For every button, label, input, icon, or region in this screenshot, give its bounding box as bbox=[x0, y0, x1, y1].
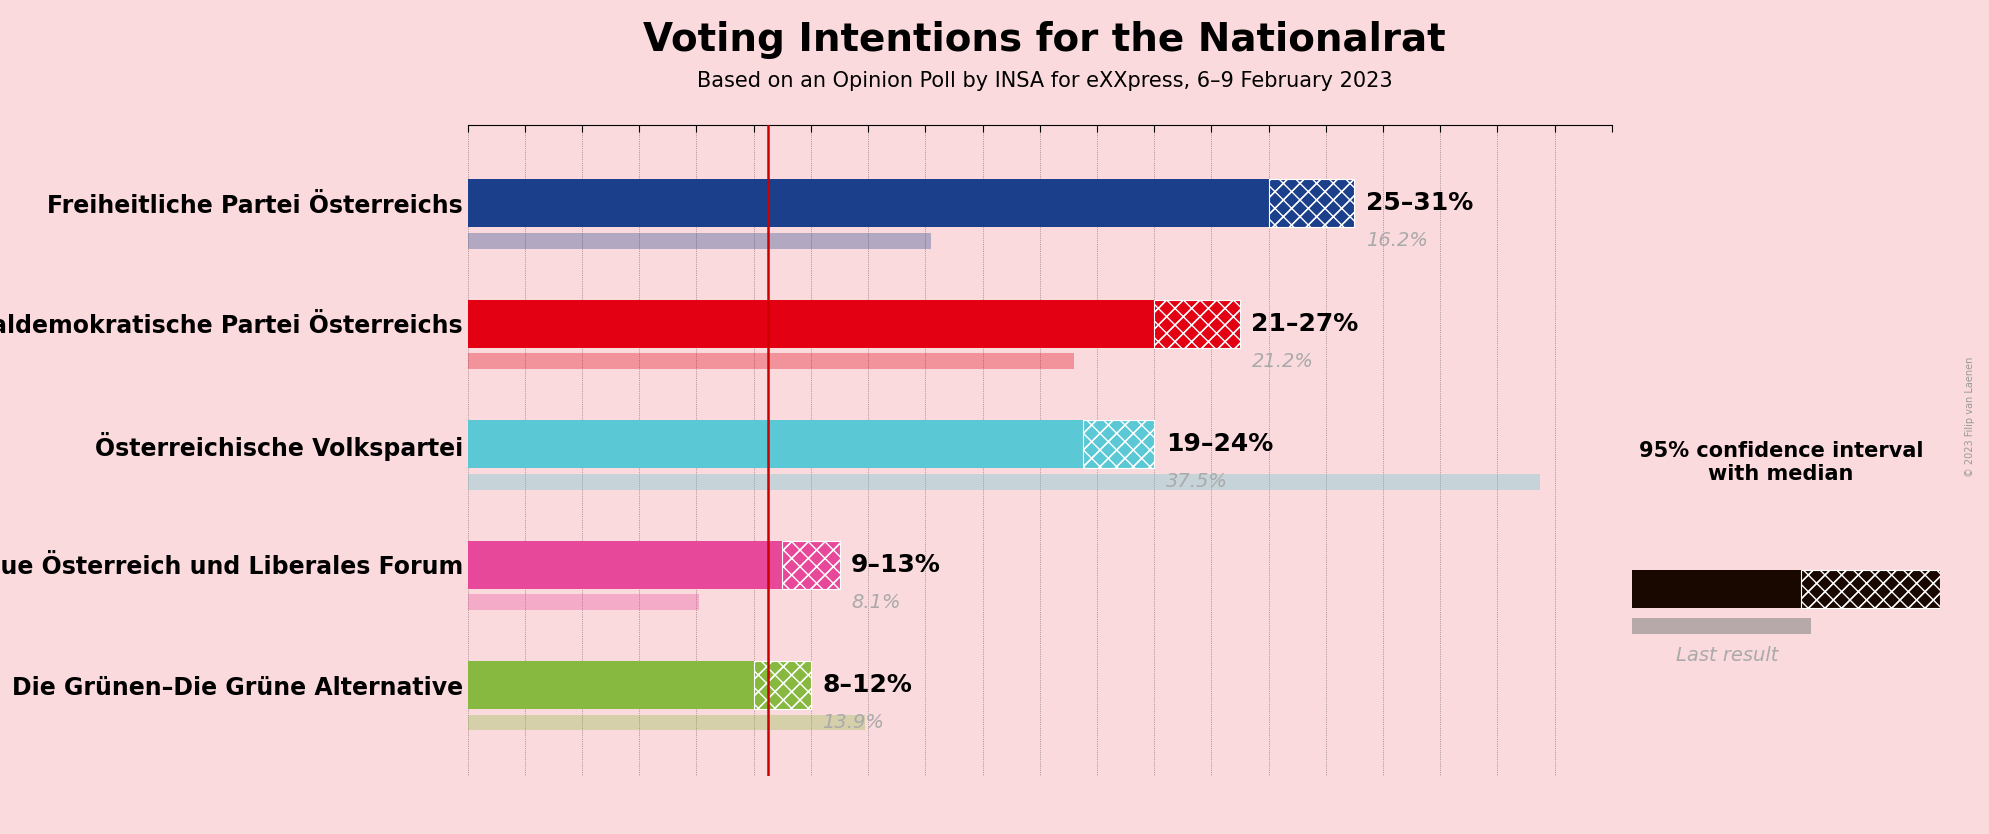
Text: 13.9%: 13.9% bbox=[821, 713, 883, 732]
Bar bbox=[1269, 179, 1355, 228]
Bar bbox=[1154, 299, 1239, 348]
Bar bbox=[1800, 570, 1939, 607]
Text: © 2023 Filip van Laenen: © 2023 Filip van Laenen bbox=[1963, 357, 1975, 477]
Bar bbox=[1800, 570, 1939, 607]
Bar bbox=[1082, 420, 1154, 469]
Bar bbox=[467, 354, 1074, 369]
Text: 9–13%: 9–13% bbox=[851, 553, 941, 577]
Bar bbox=[467, 299, 1154, 348]
Bar bbox=[467, 661, 754, 710]
Text: 95% confidence interval
with median: 95% confidence interval with median bbox=[1639, 440, 1921, 484]
Text: 21–27%: 21–27% bbox=[1251, 312, 1358, 336]
Bar bbox=[467, 540, 782, 589]
Bar bbox=[1631, 618, 1810, 635]
Bar bbox=[782, 540, 839, 589]
Text: 37.5%: 37.5% bbox=[1166, 472, 1227, 491]
Bar bbox=[782, 540, 839, 589]
Text: 8–12%: 8–12% bbox=[821, 673, 911, 697]
Bar bbox=[467, 595, 698, 610]
Bar bbox=[467, 715, 865, 731]
Bar bbox=[467, 233, 931, 249]
Text: 25–31%: 25–31% bbox=[1364, 192, 1472, 215]
Text: Based on an Opinion Poll by INSA for eXXpress, 6–9 February 2023: Based on an Opinion Poll by INSA for eXX… bbox=[696, 71, 1392, 91]
Bar bbox=[467, 179, 1269, 228]
Text: Voting Intentions for the Nationalrat: Voting Intentions for the Nationalrat bbox=[642, 21, 1446, 59]
Bar bbox=[467, 474, 1539, 490]
Bar bbox=[1082, 420, 1154, 469]
Bar bbox=[754, 661, 812, 710]
Text: Last result: Last result bbox=[1675, 646, 1778, 666]
Bar bbox=[1269, 179, 1355, 228]
Bar bbox=[754, 661, 812, 710]
Text: 21.2%: 21.2% bbox=[1251, 352, 1313, 371]
Bar bbox=[1154, 299, 1239, 348]
Text: 19–24%: 19–24% bbox=[1166, 432, 1273, 456]
Bar bbox=[467, 420, 1082, 469]
Bar bbox=[1631, 570, 1800, 607]
Text: 8.1%: 8.1% bbox=[851, 593, 899, 611]
Text: 16.2%: 16.2% bbox=[1364, 231, 1426, 250]
